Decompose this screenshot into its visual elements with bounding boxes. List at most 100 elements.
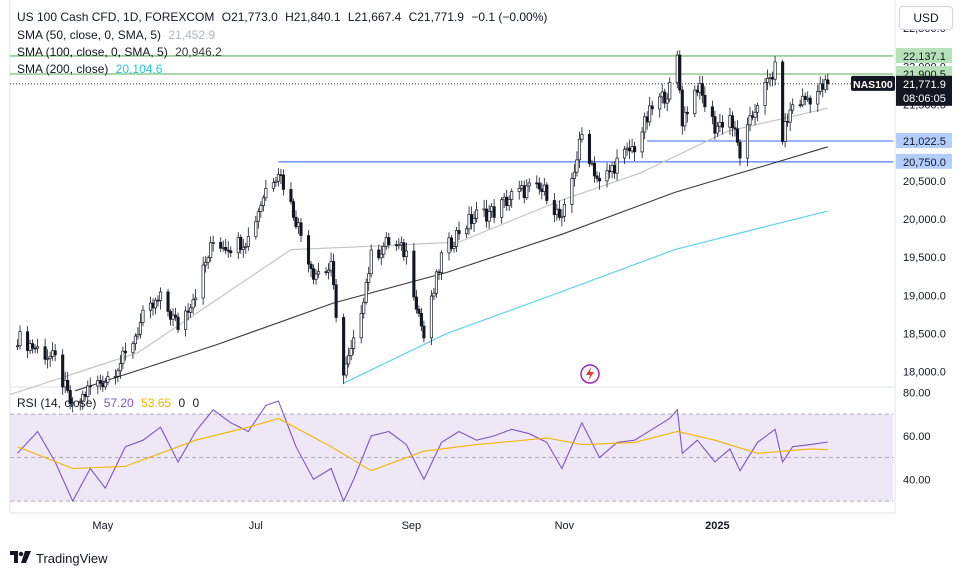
candle-body [695, 89, 699, 93]
candle-body [472, 218, 476, 224]
candle-body [153, 299, 158, 309]
candle-body [500, 199, 504, 218]
symbol-legend-row: US 100 Cash CFD, 1D, FOREXCOM O21,773.0 … [17, 10, 551, 24]
candle-body [78, 400, 82, 404]
level-label-bg [896, 47, 952, 63]
rsi-value: 57.20 [103, 396, 134, 410]
candle-body [773, 61, 777, 80]
candle-body [66, 379, 70, 391]
sma50-label: SMA (50, close, 0, SMA, 5) [17, 28, 162, 42]
rsi-ma-line [17, 417, 828, 472]
candle-body [663, 91, 667, 104]
candle-body [379, 253, 383, 259]
candle-body [693, 89, 697, 115]
candle-body [256, 211, 260, 222]
candle-body [113, 375, 117, 378]
candle-body [454, 230, 459, 247]
candle-body [184, 310, 188, 330]
sma200-legend[interactable]: SMA (200, close) 20,104.6 [17, 62, 166, 76]
candle-body [678, 54, 682, 91]
candle-body [274, 180, 278, 183]
time-tick-label: Sep [402, 520, 422, 532]
candle-body [194, 297, 198, 301]
time-tick-label: Jul [249, 520, 263, 532]
tradingview-logo[interactable]: TradingView [10, 550, 108, 566]
candle-body [429, 295, 433, 339]
candle-body [577, 138, 581, 161]
candle-body [823, 79, 827, 90]
candle-body [610, 165, 614, 172]
candle-body [254, 220, 258, 237]
candle-body [347, 355, 351, 365]
candle-body [382, 246, 386, 255]
candle-body [342, 317, 346, 376]
symbol-title[interactable]: US 100 Cash CFD, 1D, FOREXCOM [17, 10, 215, 24]
candle-body [86, 385, 90, 397]
candle-body [755, 105, 760, 113]
price-tick-label: 20,000.0 [903, 214, 946, 226]
candle-body [402, 242, 406, 258]
sma100-legend[interactable]: SMA (100, close, 0, SMA, 5) 20,946.2 [17, 45, 226, 59]
candle-body [414, 296, 418, 310]
candle-body [552, 200, 556, 215]
candle-body [590, 162, 594, 165]
candle-body [369, 249, 373, 275]
last-price-label: 21,771.9 [903, 79, 946, 91]
candle-body [826, 79, 830, 85]
time-tick-label: May [92, 520, 113, 532]
candle-body [226, 249, 230, 252]
candle-body [720, 121, 724, 128]
candle-body [572, 171, 576, 179]
candle-body [821, 83, 825, 90]
candle-body [352, 337, 356, 349]
sma-line-3 [343, 210, 828, 384]
candle-body [141, 309, 145, 323]
candle-body [329, 261, 333, 271]
candle-body [419, 313, 423, 327]
candle-body [643, 116, 647, 133]
sma100-label: SMA (100, close, 0, SMA, 5) [17, 45, 168, 59]
candle-body [467, 214, 471, 230]
rsi-line [17, 400, 828, 503]
candle-body [592, 162, 597, 177]
sma200-label: SMA (200, close) [17, 62, 109, 76]
candle-body [685, 111, 689, 115]
candle-body [487, 211, 491, 222]
candle-body [204, 261, 208, 266]
candle-body [502, 196, 506, 201]
candle-body [327, 269, 331, 273]
candle-body [417, 308, 421, 314]
sma50-legend[interactable]: SMA (50, close, 0, SMA, 5) 21,452.9 [17, 28, 219, 42]
candle-body [412, 250, 416, 298]
candle-body [219, 242, 223, 249]
candle-body [43, 346, 47, 360]
candle-body [123, 350, 127, 354]
candle-body [557, 208, 561, 218]
change-value: −0.1 (−0.00%) [471, 10, 548, 24]
candle-body [61, 354, 65, 388]
candle-body [53, 350, 57, 356]
candle-body [359, 312, 363, 339]
candle-body [306, 235, 311, 265]
sma-line-1 [9, 107, 828, 396]
candle-body [28, 343, 32, 351]
candle-body [394, 244, 398, 247]
candle-body [482, 208, 486, 211]
candle-body [241, 246, 245, 250]
candle-body [470, 214, 474, 224]
candle-body [224, 247, 228, 251]
candle-body [71, 402, 75, 405]
currency-button[interactable]: USD [899, 6, 953, 30]
candle-body [364, 282, 368, 303]
candle-body [432, 292, 436, 297]
candle-body [803, 95, 807, 100]
price-tick-label: 18,000.0 [903, 367, 946, 379]
candle-body [324, 271, 328, 274]
rsi-legend[interactable]: RSI (14, close) 57.20 53.65 0 0 [17, 396, 203, 410]
candle-body [753, 111, 757, 118]
candle-body [457, 230, 461, 235]
candle-body [562, 204, 566, 217]
candle-body [106, 376, 110, 383]
